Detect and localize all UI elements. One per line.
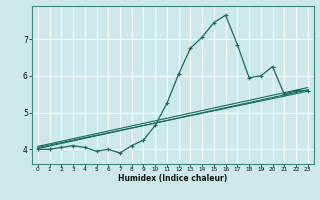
X-axis label: Humidex (Indice chaleur): Humidex (Indice chaleur) xyxy=(118,174,228,183)
